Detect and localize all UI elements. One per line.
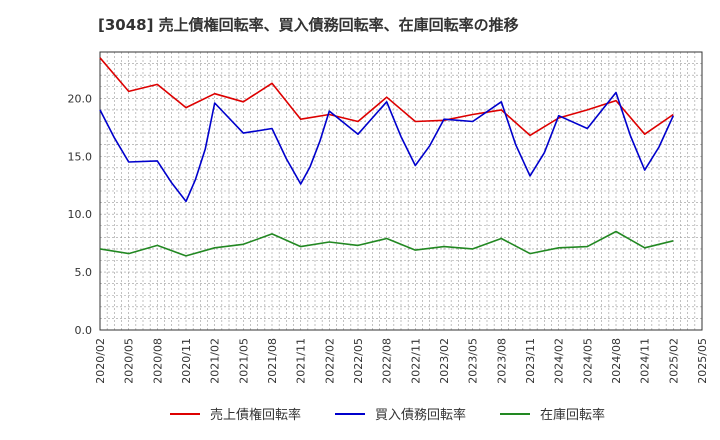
x-tick-label: 2022/02 <box>323 338 336 384</box>
series-line-payables <box>99 91 675 203</box>
legend-item-inventory: 在庫回転率 <box>500 404 605 423</box>
x-tick-label: 2023/02 <box>438 338 451 384</box>
y-tick-label: 10.0 <box>68 208 93 221</box>
x-tick-label: 2021/05 <box>237 338 250 384</box>
legend: 売上債権回転率 買入債務回転率 在庫回転率 <box>170 404 605 423</box>
x-tick-label: 2023/08 <box>495 338 508 384</box>
x-tick-label: 2024/08 <box>610 338 623 384</box>
y-tick-label: 15.0 <box>68 150 93 163</box>
x-tick-label: 2020/02 <box>94 338 107 384</box>
grid <box>100 52 702 330</box>
x-tick-label: 2025/02 <box>667 338 680 384</box>
legend-item-payables: 買入債務回転率 <box>335 404 466 423</box>
x-axis: 2020/02 2020/05 2020/08 2020/11 2021/02 2021/… <box>94 338 709 384</box>
x-tick-label: 2024/05 <box>581 338 594 384</box>
legend-swatch-sales-receivables <box>170 412 200 415</box>
legend-label-payables: 買入債務回転率 <box>375 408 467 423</box>
legend-swatch-inventory <box>500 412 531 415</box>
legend-item-sales-receivables: 売上債権回転率 <box>170 404 301 423</box>
x-tick-label: 2020/05 <box>123 338 136 384</box>
y-axis: 0.0 5.0 10.0 15.0 20.0 <box>68 92 93 337</box>
x-tick-label: 2020/11 <box>180 338 193 384</box>
series-line-inventory <box>99 230 674 257</box>
x-tick-label: 2023/05 <box>467 338 480 384</box>
x-tick-label: 2020/08 <box>151 338 164 384</box>
chart-title: [3048] 売上債権回転率、買入債務回転率、在庫回転率の推移 <box>98 16 519 34</box>
series-group <box>99 57 675 257</box>
legend-label-inventory: 在庫回転率 <box>540 408 606 423</box>
x-tick-label: 2021/02 <box>209 338 222 384</box>
x-tick-label: 2021/11 <box>295 338 308 384</box>
x-tick-label: 2021/08 <box>266 338 279 384</box>
x-tick-label: 2022/11 <box>409 338 422 384</box>
x-tick-label: 2022/08 <box>381 338 394 384</box>
x-tick-label: 2025/05 <box>696 338 709 384</box>
y-tick-label: 20.0 <box>68 92 93 105</box>
x-tick-label: 2024/11 <box>639 338 652 384</box>
y-tick-label: 5.0 <box>75 266 93 279</box>
series-line-sales-receivables <box>99 57 674 137</box>
legend-label-sales-receivables: 売上債権回転率 <box>210 408 302 423</box>
x-tick-label: 2024/02 <box>553 338 566 384</box>
x-tick-label: 2023/11 <box>524 338 537 384</box>
y-tick-label: 0.0 <box>75 324 93 337</box>
plot-area <box>99 51 703 331</box>
x-tick-label: 2022/05 <box>352 338 365 384</box>
legend-swatch-payables <box>335 412 366 415</box>
